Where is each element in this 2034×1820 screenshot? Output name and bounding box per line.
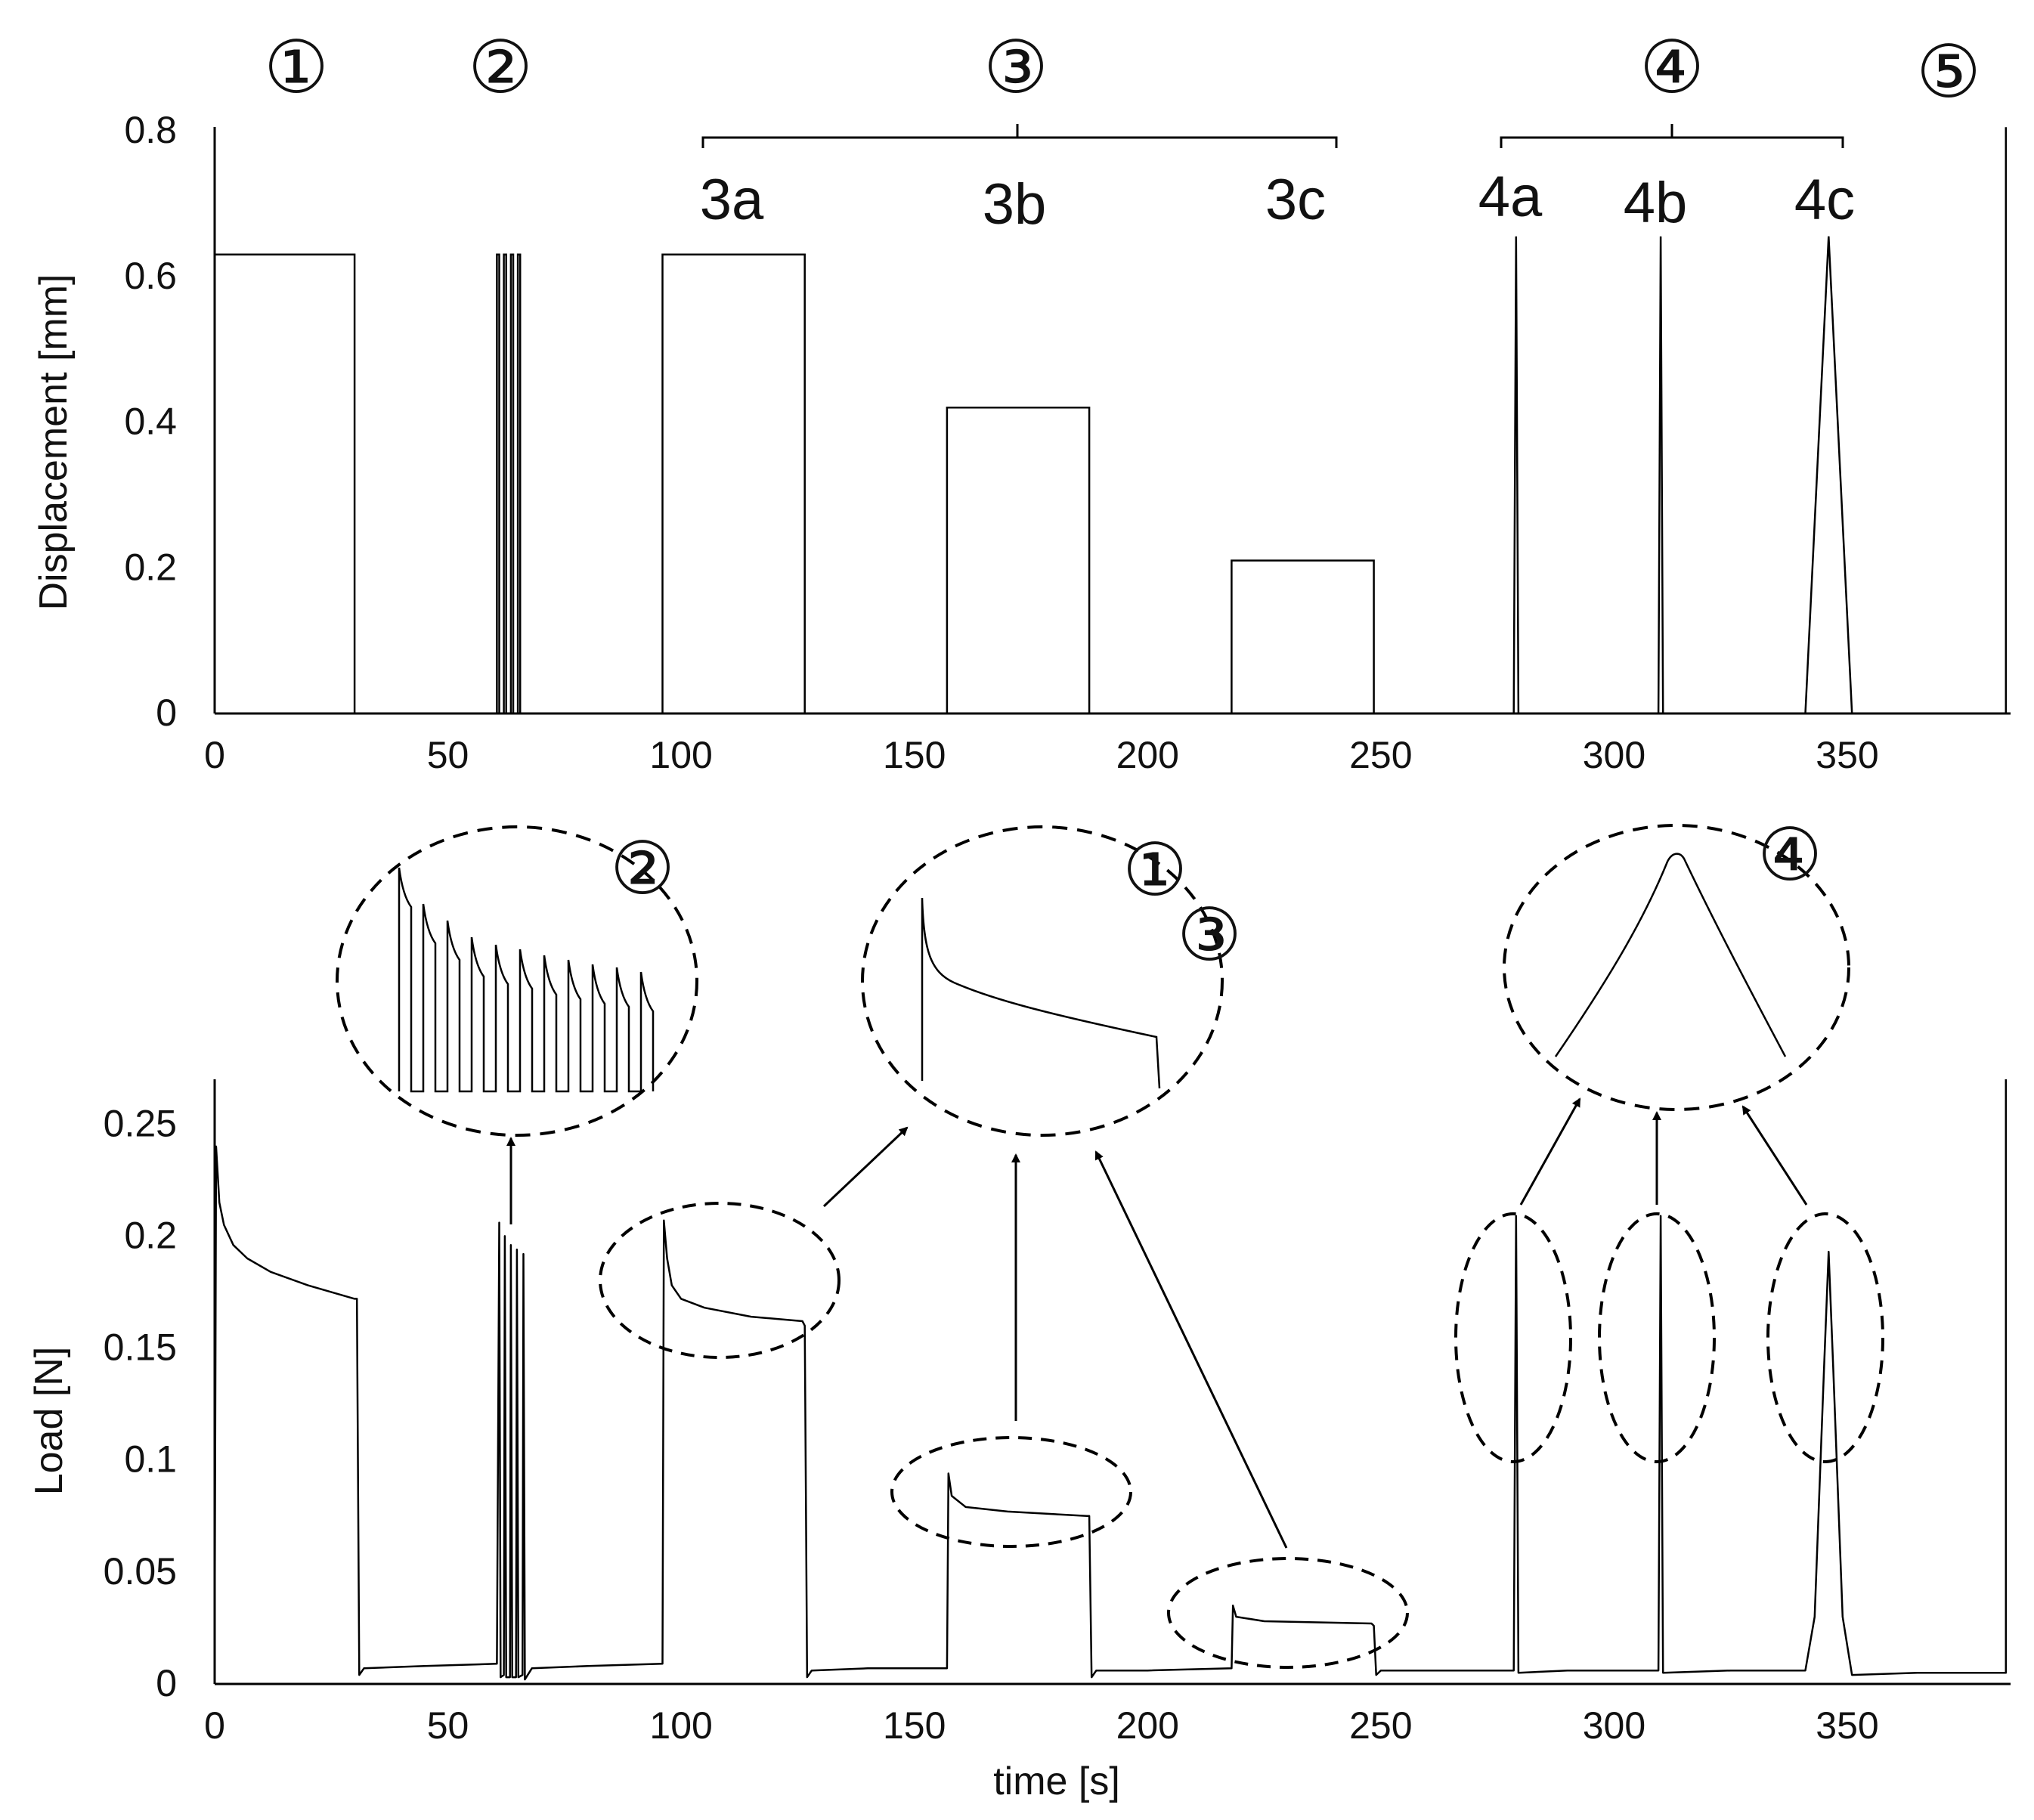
inset-1-3-label-b: ③ bbox=[1177, 895, 1242, 976]
load-x-axis-title: time [s] bbox=[993, 1760, 1120, 1803]
phase-label-4: ④ bbox=[1639, 27, 1704, 108]
sub-label-4c: 4c bbox=[1794, 168, 1855, 232]
displacement-y-tick: 0.2 bbox=[124, 546, 177, 588]
displacement-x-tick: 0 bbox=[204, 734, 225, 776]
displacement-x-tick: 200 bbox=[1116, 734, 1179, 776]
inset-ellipse-2 bbox=[336, 825, 698, 1137]
sub-label-4b: 4b bbox=[1624, 171, 1688, 235]
arrow-4a-to-inset bbox=[1519, 1097, 1581, 1206]
highlight-ellipse-4b bbox=[1598, 1212, 1716, 1463]
displacement-x-tick: 100 bbox=[649, 734, 712, 776]
sub-label-3b: 3b bbox=[983, 172, 1047, 237]
phase-label-1: ① bbox=[264, 27, 329, 108]
phase-4-bracket bbox=[1500, 124, 1844, 148]
load-y-tick: 0.15 bbox=[104, 1326, 177, 1369]
phase-label-2: ② bbox=[468, 27, 533, 108]
highlight-ellipse-3a bbox=[599, 1202, 841, 1359]
displacement-x-tick: 350 bbox=[1816, 734, 1878, 776]
highlight-ellipse-3c bbox=[1167, 1557, 1409, 1669]
load-y-tick: 0.05 bbox=[104, 1550, 177, 1592]
highlight-ellipse-4c bbox=[1766, 1212, 1884, 1463]
displacement-x-tick: 300 bbox=[1583, 734, 1645, 776]
inset-2-label: ② bbox=[610, 828, 675, 909]
phase-3-bracket bbox=[701, 124, 1338, 148]
load-x-tick: 150 bbox=[883, 1704, 946, 1747]
sub-label-4a: 4a bbox=[1478, 165, 1543, 229]
arrow-3c-to-inset bbox=[1094, 1150, 1288, 1549]
arrow-3a-to-inset bbox=[822, 1126, 909, 1208]
load-x-tick: 200 bbox=[1116, 1704, 1179, 1747]
displacement-y-axis-title: Displacement [mm] bbox=[32, 274, 76, 611]
phase-label-5: ⑤ bbox=[1916, 32, 1981, 113]
displacement-x-tick: 150 bbox=[883, 734, 946, 776]
sub-label-3a: 3a bbox=[700, 168, 764, 232]
displacement-y-tick: 0.4 bbox=[124, 401, 177, 443]
load-y-axis-title: Load [N] bbox=[27, 1347, 71, 1496]
load-series-line bbox=[213, 1079, 2008, 1681]
highlight-ellipse-4a bbox=[1454, 1212, 1572, 1463]
displacement-x-tick: 250 bbox=[1349, 734, 1412, 776]
displacement-series-line bbox=[215, 127, 2008, 715]
displacement-y-tick: 0.8 bbox=[124, 109, 177, 151]
load-x-tick: 50 bbox=[427, 1704, 469, 1747]
displacement-tick-labels: 0 0.2 0.4 0.6 0.8 0 50 100 150 200 250 300 350 bbox=[124, 109, 1878, 776]
arrow-4c-to-inset bbox=[1741, 1105, 1808, 1206]
inset-4-label: ④ bbox=[1757, 815, 1822, 896]
inset-2-spikes-curve bbox=[398, 867, 655, 1093]
inset-ellipse-4 bbox=[1503, 824, 1850, 1111]
displacement-y-tick: 0.6 bbox=[124, 255, 177, 297]
displacement-panel: 0 0.2 0.4 0.6 0.8 0 50 100 150 200 250 300 350 Displ… bbox=[32, 27, 2011, 776]
highlight-ellipse-3b bbox=[890, 1436, 1132, 1548]
inset-4-peak-curve bbox=[1554, 853, 1787, 1057]
load-y-tick: 0.1 bbox=[124, 1438, 177, 1481]
load-x-tick: 250 bbox=[1349, 1704, 1412, 1747]
load-y-tick: 0.25 bbox=[104, 1102, 177, 1144]
load-x-tick: 300 bbox=[1583, 1704, 1645, 1747]
load-tick-labels: 0 0.05 0.1 0.15 0.2 0.25 0 50 100 150 200 250 300 350 bbox=[104, 1102, 1879, 1747]
load-x-tick: 100 bbox=[649, 1704, 712, 1747]
load-y-tick: 0.2 bbox=[124, 1214, 177, 1256]
inset-1-3-label-a: ① bbox=[1122, 830, 1187, 911]
load-x-tick: 350 bbox=[1816, 1704, 1878, 1747]
load-panel: 0 0.05 0.1 0.15 0.2 0.25 0 50 100 150 200 250 300 350… bbox=[27, 815, 2011, 1803]
displacement-x-tick: 50 bbox=[427, 734, 469, 776]
load-x-tick: 0 bbox=[204, 1704, 225, 1747]
load-y-tick: 0 bbox=[156, 1662, 177, 1704]
inset-ellipse-1-3 bbox=[861, 825, 1224, 1137]
sub-label-3c: 3c bbox=[1265, 168, 1326, 232]
displacement-y-tick: 0 bbox=[156, 692, 177, 734]
phase-label-3: ③ bbox=[983, 27, 1048, 108]
inset-1-3-relaxation-curve bbox=[921, 897, 1161, 1089]
